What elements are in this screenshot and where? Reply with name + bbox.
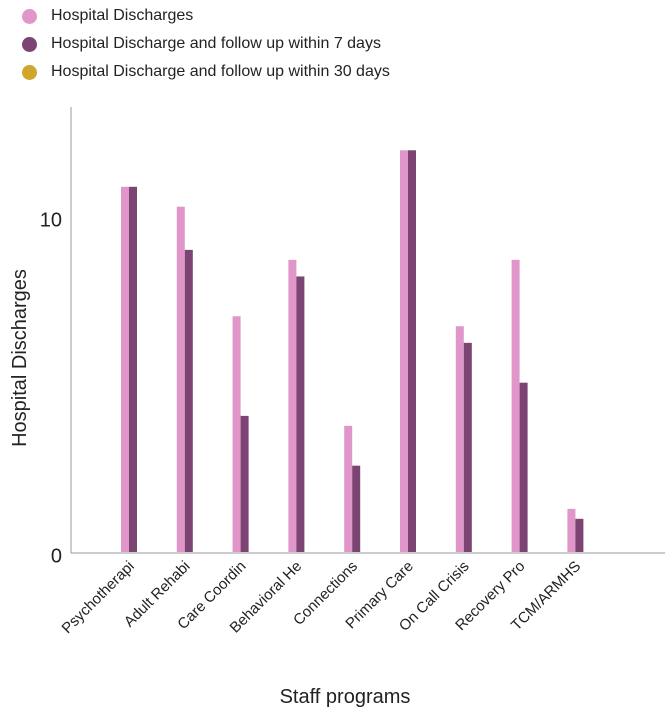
- legend-label: Hospital Discharge and follow up within …: [51, 35, 381, 52]
- bar-followup-7-days: [408, 150, 416, 552]
- legend-item-followup-30-days[interactable]: Hospital Discharge and follow up within …: [22, 58, 390, 86]
- y-tick-label: 0: [51, 545, 62, 567]
- bar-followup-7-days: [575, 518, 584, 552]
- x-axis-title: Staff programs: [280, 686, 411, 708]
- y-tick-label: 10: [40, 209, 62, 231]
- bar-discharges: [455, 326, 464, 552]
- bar-followup-7-days: [463, 342, 472, 552]
- bar-discharges: [288, 259, 297, 552]
- bar-followup-7-days: [296, 276, 305, 552]
- legend-label: Hospital Discharges: [51, 7, 194, 24]
- bar-followup-7-days: [519, 382, 528, 552]
- bar-discharges: [511, 259, 520, 552]
- bar-discharges: [400, 150, 408, 552]
- legend-item-followup-7-days[interactable]: Hospital Discharge and follow up within …: [22, 30, 390, 58]
- x-tick-label: Psychotherapi: [59, 558, 138, 637]
- y-axis-title: Hospital Discharges: [9, 269, 31, 447]
- chart-legend: Hospital Discharges Hospital Discharge a…: [22, 2, 390, 86]
- bars-group: [121, 150, 584, 553]
- bar-followup-7-days: [240, 415, 249, 552]
- legend-swatch-discharges: [22, 8, 37, 24]
- legend-swatch-followup-30-days: [22, 64, 37, 80]
- bar-discharges: [232, 316, 241, 552]
- bar-followup-7-days: [352, 465, 361, 552]
- bar-discharges: [344, 425, 353, 552]
- bar-discharges: [567, 508, 576, 552]
- bar-discharges: [121, 186, 129, 553]
- legend-item-discharges[interactable]: Hospital Discharges: [22, 2, 390, 30]
- bar-discharges: [176, 206, 185, 552]
- bar-followup-7-days: [129, 186, 137, 553]
- legend-swatch-followup-7-days: [22, 36, 37, 52]
- bar-followup-7-days: [184, 249, 193, 552]
- legend-label: Hospital Discharge and follow up within …: [51, 63, 390, 80]
